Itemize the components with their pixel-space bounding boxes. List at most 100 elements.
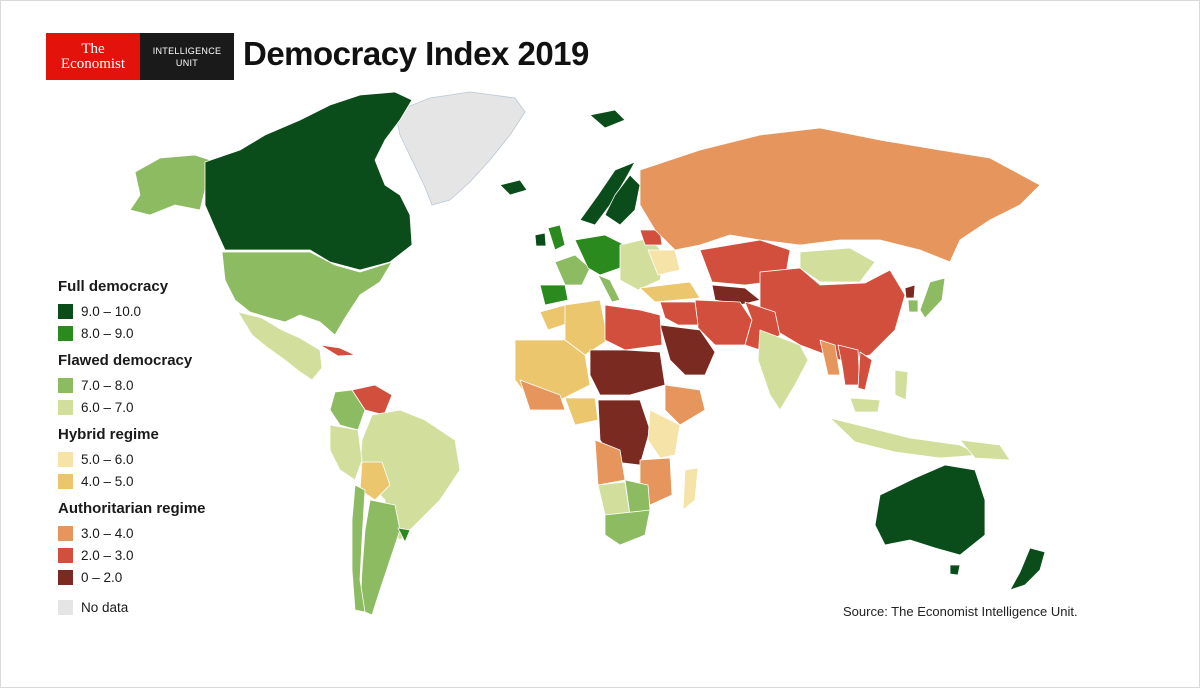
legend-swatch [58,473,73,489]
legend-label: 0 – 2.0 [81,569,123,585]
source-note: Source: The Economist Intelligence Unit. [843,604,1078,619]
region-algeria [564,299,609,356]
region-bolivia [359,461,391,501]
region-peru [329,424,363,481]
region-ethiopia-horn [664,384,706,426]
region-madagascar [682,467,699,511]
region-namibia [597,481,631,516]
region-south-korea [907,299,919,313]
legend-label: 4.0 – 5.0 [81,473,134,489]
legend-item: 2.0 – 3.0 [58,544,258,566]
legend-label: 6.0 – 7.0 [81,399,134,415]
region-usa [221,251,393,336]
legend-swatch [58,569,73,585]
region-tasmania [949,564,961,576]
intelligence-unit-block: INTELLIGENCE UNIT [140,33,234,80]
legend-item: 7.0 – 8.0 [58,374,258,396]
region-uk [547,224,566,251]
legend-label: 3.0 – 4.0 [81,525,134,541]
region-myanmar [819,339,841,376]
region-canada [204,91,413,271]
map-legend: Full democracy 9.0 – 10.0 8.0 – 9.0 Flaw… [58,278,258,618]
region-mexico [237,311,323,381]
region-russia [639,127,1041,263]
region-australia [874,464,986,556]
region-chile [351,484,366,613]
legend-swatch [58,399,73,415]
legend-label: 9.0 – 10.0 [81,303,142,319]
region-greenland [394,91,526,206]
region-alaska [129,154,211,216]
legend-item: 9.0 – 10.0 [58,300,258,322]
region-iberia [539,284,569,306]
region-malaysia [849,397,881,413]
region-uruguay [397,527,411,543]
region-vietnam [857,351,873,391]
region-norway [579,161,636,226]
legend-group-hybrid-regime: Hybrid regime 5.0 – 6.0 4.0 – 5.0 [58,426,258,492]
legend-heading: Full democracy [58,278,169,295]
region-libya-egypt [604,304,663,351]
unit-line-2: UNIT [175,57,199,68]
legend-heading: Authoritarian regime [58,500,206,517]
region-france [554,254,591,286]
legend-swatch [58,547,73,563]
region-italy [597,274,621,303]
region-ukraine [647,249,681,276]
region-new-zealand [1009,547,1046,591]
legend-item: 3.0 – 4.0 [58,522,258,544]
legend-label: 2.0 – 3.0 [81,547,134,563]
region-indonesia [829,417,981,459]
region-chad-sudan [589,349,666,396]
legend-label: 8.0 – 9.0 [81,325,134,341]
region-east-africa [647,409,681,459]
legend-heading: Hybrid regime [58,426,159,443]
unit-line-1: INTELLIGENCE [152,45,222,56]
region-india [757,329,809,411]
legend-item: 5.0 – 6.0 [58,448,258,470]
legend-item: 8.0 – 9.0 [58,322,258,344]
legend-item-no-data: No data [58,596,258,618]
region-saudi-arabia [659,324,716,376]
legend-group-authoritarian-regime: Authoritarian regime 3.0 – 4.0 2.0 – 3.0… [58,500,258,588]
region-japan [919,277,946,319]
legend-item: 6.0 – 7.0 [58,396,258,418]
economist-logo-red-block: The Economist [46,33,140,80]
legend-swatch [58,377,73,393]
legend-swatch [58,451,73,467]
legend-swatch [58,303,73,319]
region-argentina [359,499,401,616]
region-svalbard [589,109,626,129]
region-papua [959,439,1011,461]
legend-swatch [58,525,73,541]
region-nigeria [564,397,599,426]
legend-swatch [58,325,73,341]
region-belarus [639,229,663,246]
legend-label: 7.0 – 8.0 [81,377,134,393]
economist-logo: The Economist INTELLIGENCE UNIT [46,33,234,80]
region-mongolia [799,247,876,283]
legend-group-full-democracy: Full democracy 9.0 – 10.0 8.0 – 9.0 [58,278,258,344]
region-thailand-laos [837,344,861,386]
region-iceland [499,179,528,196]
region-turkey [639,281,701,303]
legend-label: No data [81,599,129,615]
region-ireland [534,232,547,247]
legend-item: 0 – 2.0 [58,566,258,588]
legend-label: 5.0 – 6.0 [81,451,134,467]
region-west-africa-coast [519,379,566,411]
region-north-korea [904,284,916,299]
region-cuba [319,344,356,357]
logo-line-1: The [81,40,105,57]
region-south-africa [604,509,651,546]
logo-line-2: Economist [60,55,126,72]
region-central-asia [711,284,761,306]
region-iraq-syria [659,301,699,326]
legend-item: 4.0 – 5.0 [58,470,258,492]
legend-heading: Flawed democracy [58,352,193,369]
legend-swatch [58,599,73,615]
map-title: Democracy Index 2019 [243,35,589,72]
region-philippines [894,369,909,401]
legend-group-flawed-democracy: Flawed democracy 7.0 – 8.0 6.0 – 7.0 [58,352,258,418]
